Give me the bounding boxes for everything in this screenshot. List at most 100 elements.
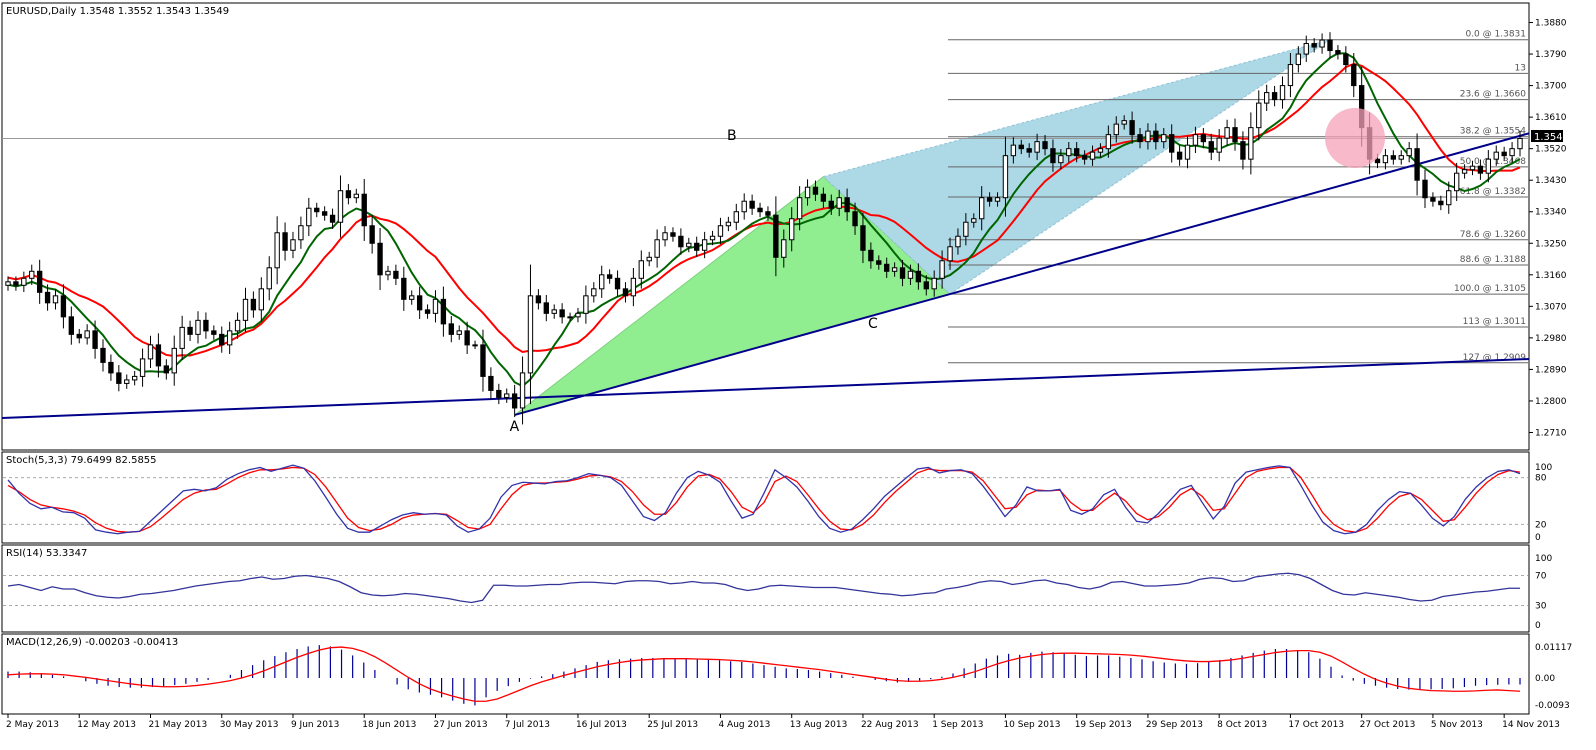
candle-bull xyxy=(1287,64,1294,87)
macd-panel: 0.01117 0.00 -0.0093 xyxy=(7,643,1572,711)
candle-bull xyxy=(432,298,439,314)
time-tick-label: 2 May 2013 xyxy=(6,720,59,730)
candle-bull xyxy=(290,239,296,251)
ma-fast-line xyxy=(7,52,1521,388)
candle-bull xyxy=(1406,148,1412,157)
trendlines xyxy=(1,132,1530,419)
candle-bull xyxy=(1493,151,1499,160)
stoch-header: Stoch(5,3,3) 79.6499 82.5855 xyxy=(6,455,157,466)
candle-bull xyxy=(1303,43,1309,55)
rsi-panel: 100 70 30 0 xyxy=(3,554,1552,631)
candle-bull xyxy=(1382,155,1389,164)
candle-bear xyxy=(1311,43,1317,48)
candle-bull xyxy=(891,267,898,272)
candle-bull xyxy=(456,330,462,335)
candle-bull xyxy=(131,375,138,381)
candle-bull xyxy=(1256,102,1262,129)
candle-bear xyxy=(986,197,993,202)
candle-bull xyxy=(979,197,985,220)
main-panel-frame xyxy=(1,2,1530,451)
candle-bear xyxy=(820,193,827,202)
price-tick-label: 1.2710 xyxy=(1535,428,1567,438)
candle-bull xyxy=(583,295,589,314)
fib-level-label: 100.0 @ 1.3105 xyxy=(1454,284,1526,294)
candle-bull xyxy=(179,326,185,349)
candle-bear xyxy=(369,225,375,244)
candle-bear xyxy=(1343,53,1349,66)
candle-bear xyxy=(923,281,929,290)
candle-bull xyxy=(527,295,534,374)
time-tick-label: 16 Jul 2013 xyxy=(576,720,627,730)
candle-bull xyxy=(139,358,146,377)
candle-bull xyxy=(29,270,35,279)
candle-bear xyxy=(899,267,906,279)
candle-bear xyxy=(828,200,834,209)
price-tick-label: 1.3520 xyxy=(1535,145,1567,155)
stoch-signal-line xyxy=(7,466,1521,533)
candle-bear xyxy=(1374,158,1381,164)
candle-bull xyxy=(733,211,739,223)
panel-tick-label: 80 xyxy=(1535,474,1547,484)
candle-bear xyxy=(535,295,542,304)
candle-bull xyxy=(234,319,241,332)
candle-bear xyxy=(678,235,684,248)
time-tick-label: 5 Nov 2013 xyxy=(1431,720,1483,730)
candle-bull xyxy=(575,312,581,318)
candle-bull xyxy=(52,295,59,304)
panel-tick-label: 100 xyxy=(1535,554,1552,564)
time-tick-label: 7 Jul 2013 xyxy=(505,720,550,730)
candle-bear xyxy=(1438,200,1444,206)
candle-bear xyxy=(163,365,170,374)
candle-bull xyxy=(1216,137,1222,153)
candle-bull xyxy=(147,344,154,360)
candle-bear xyxy=(1153,130,1159,143)
candle-bear xyxy=(1240,141,1246,160)
candle-bull xyxy=(1248,127,1254,160)
candle-bull xyxy=(1121,120,1127,125)
candle-bull xyxy=(84,330,90,339)
panel-tick-label: 100 xyxy=(1535,463,1552,473)
candle-bull xyxy=(1097,148,1104,153)
macd-signal-line xyxy=(7,646,1521,702)
candle-bear xyxy=(876,260,882,265)
trendline-ac xyxy=(514,132,1530,416)
candle-bear xyxy=(1430,197,1436,202)
current-price-badge xyxy=(1531,130,1563,142)
candle-bull xyxy=(409,295,415,300)
candle-bear xyxy=(416,295,423,311)
trendline-long xyxy=(1,358,1530,419)
candle-bear xyxy=(1050,148,1056,164)
candle-bull xyxy=(599,274,605,290)
time-tick-label: 27 Jun 2013 xyxy=(433,720,487,730)
candle-bear xyxy=(1169,134,1175,153)
candle-bear xyxy=(92,330,98,349)
time-tick-label: 8 Oct 2013 xyxy=(1217,720,1267,730)
candle-bear xyxy=(68,316,75,335)
candle-bear xyxy=(773,214,779,258)
candle-bear xyxy=(1129,120,1135,136)
candle-bear xyxy=(345,190,352,199)
candle-bull xyxy=(947,246,953,262)
time-tick-label: 4 Aug 2013 xyxy=(718,720,770,730)
price-tick-label: 1.3430 xyxy=(1535,176,1567,186)
candle-bear xyxy=(361,193,367,227)
price-tick-label: 1.3250 xyxy=(1535,239,1567,249)
time-axis: 2 May 2013 12 May 2013 21 May 2013 30 May 2… xyxy=(6,714,1560,730)
candle-bear xyxy=(155,344,162,367)
time-tick-label: 13 Aug 2013 xyxy=(790,720,848,730)
fib-level-label: 0.0 @ 1.3831 xyxy=(1465,30,1526,40)
candle-bull xyxy=(836,197,842,209)
candle-bear xyxy=(1327,39,1333,52)
candle-bear xyxy=(76,333,82,339)
price-tick-label: 1.3880 xyxy=(1535,19,1567,29)
candle-bear xyxy=(219,333,225,346)
time-tick-label: 29 Sep 2013 xyxy=(1146,720,1203,730)
panel-tick-label: 20 xyxy=(1535,520,1547,530)
candle-bull xyxy=(1224,127,1230,139)
candle-bull xyxy=(654,239,660,258)
candle-bull xyxy=(907,270,914,279)
candle-bull xyxy=(994,197,1001,202)
candle-bear xyxy=(480,344,486,377)
